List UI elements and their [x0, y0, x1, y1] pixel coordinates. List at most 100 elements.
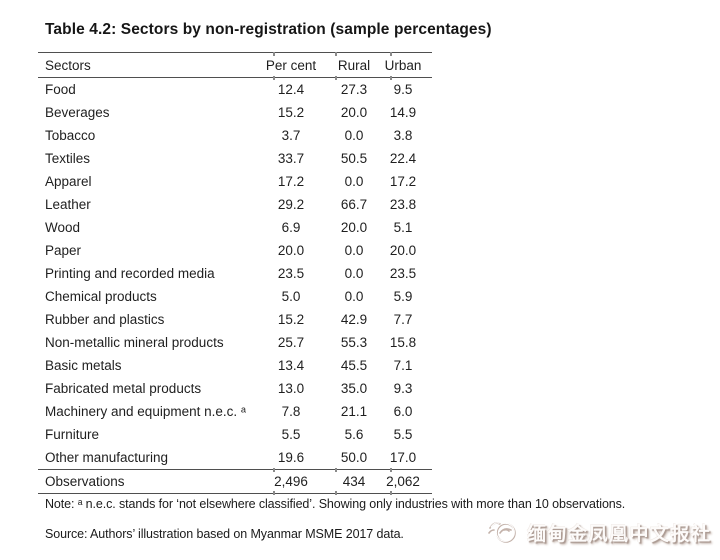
- sector-cell: Textiles: [45, 151, 91, 166]
- column-tick: [335, 490, 337, 495]
- urban-cell: 23.8: [389, 197, 417, 212]
- table-source: Source: Authors’ illustration based on M…: [45, 527, 404, 541]
- col-header-urban: Urban: [384, 57, 422, 73]
- table-note: Note: ᵃ n.e.c. stands for ‘not elsewhere…: [45, 497, 626, 511]
- urban-cell: 15.8: [389, 335, 417, 350]
- table-row: Non-metallic mineral products 25.7 55.3 15.…: [38, 331, 432, 354]
- urban-cell: 23.5: [389, 266, 417, 281]
- table-row: Textiles 33.7 50.5 22.4: [38, 147, 432, 170]
- phoenix-bird-icon: [488, 517, 520, 547]
- rural-cell: 20.0: [340, 105, 368, 120]
- observations-label: Observations: [45, 474, 125, 489]
- column-tick: [390, 490, 392, 495]
- rural-cell: 0.0: [344, 174, 364, 189]
- table-row: Other manufacturing 19.6 50.0 17.0: [38, 446, 432, 469]
- urban-cell: 17.0: [389, 450, 417, 465]
- rural-cell: 21.1: [340, 404, 368, 419]
- urban-cell: 14.9: [389, 105, 417, 120]
- rural-cell: 55.3: [340, 335, 368, 350]
- column-tick: [335, 76, 337, 80]
- table-row: Chemical products 5.0 0.0 5.9: [38, 285, 432, 308]
- table-row: Tobacco 3.7 0.0 3.8: [38, 124, 432, 147]
- urban-cell: 17.2: [389, 174, 417, 189]
- urban-cell: 6.0: [393, 404, 413, 419]
- per-cent-cell: 15.2: [277, 105, 305, 120]
- per-cent-cell: 25.7: [277, 335, 305, 350]
- per-cent-cell: 13.4: [277, 358, 305, 373]
- sector-cell: Beverages: [45, 105, 110, 120]
- rural-cell: 0.0: [344, 289, 364, 304]
- rural-cell: 35.0: [340, 381, 368, 396]
- col-header-rural: Rural: [337, 57, 371, 73]
- column-tick: [273, 490, 275, 495]
- table-body: Food 12.4 27.3 9.5 Beverages 15.2 20.0 14.9 Toba…: [38, 78, 432, 469]
- data-table: Sectors Per cent Rural Urban Food 12.4 27.…: [38, 52, 432, 495]
- table-row: Leather 29.2 66.7 23.8: [38, 193, 432, 216]
- rural-cell: 20.0: [340, 220, 368, 235]
- per-cent-cell: 5.5: [281, 427, 301, 442]
- column-tick: [335, 467, 337, 472]
- table-row: Fabricated metal products 13.0 35.0 9.3: [38, 377, 432, 400]
- per-cent-cell: 33.7: [277, 151, 305, 166]
- per-cent-cell: 17.2: [277, 174, 305, 189]
- rural-cell: 50.0: [340, 450, 368, 465]
- urban-cell: 7.1: [393, 358, 413, 373]
- per-cent-cell: 6.9: [281, 220, 301, 235]
- observations-rural: 434: [342, 474, 366, 489]
- column-tick: [273, 52, 275, 56]
- per-cent-cell: 5.0: [281, 289, 301, 304]
- table-row: Furniture 5.5 5.6 5.5: [38, 423, 432, 446]
- rural-cell: 50.5: [340, 151, 368, 166]
- rural-cell: 5.6: [344, 427, 364, 442]
- observations-urban: 2,062: [386, 474, 420, 489]
- sector-cell: Machinery and equipment n.e.c. ᵃ: [45, 404, 246, 419]
- rural-cell: 42.9: [340, 312, 368, 327]
- sector-cell: Apparel: [45, 174, 92, 189]
- column-tick: [390, 467, 392, 472]
- watermark: 缅甸金凤凰中文报社: [488, 517, 712, 547]
- col-header-per-cent: Per cent: [265, 57, 317, 73]
- sector-cell: Fabricated metal products: [45, 381, 202, 396]
- per-cent-cell: 13.0: [277, 381, 305, 396]
- table-row: Wood 6.9 20.0 5.1: [38, 216, 432, 239]
- sector-cell: Tobacco: [45, 128, 96, 143]
- urban-cell: 22.4: [389, 151, 417, 166]
- table-header-row: Sectors Per cent Rural Urban: [38, 53, 432, 78]
- column-tick: [335, 52, 337, 56]
- urban-cell: 5.9: [393, 289, 413, 304]
- per-cent-cell: 23.5: [277, 266, 305, 281]
- rural-cell: 27.3: [340, 82, 368, 97]
- table-row: Apparel 17.2 0.0 17.2: [38, 170, 432, 193]
- sector-cell: Furniture: [45, 427, 100, 442]
- per-cent-cell: 29.2: [277, 197, 305, 212]
- rural-cell: 0.0: [344, 243, 364, 258]
- per-cent-cell: 15.2: [277, 312, 305, 327]
- column-tick: [273, 467, 275, 472]
- sector-cell: Chemical products: [45, 289, 157, 304]
- observations-row: Observations 2,496 434 2,062: [38, 469, 432, 494]
- rural-cell: 66.7: [340, 197, 368, 212]
- sector-cell: Non-metallic mineral products: [45, 335, 224, 350]
- sector-cell: Food: [45, 82, 76, 97]
- column-tick: [390, 76, 392, 80]
- rural-cell: 45.5: [340, 358, 368, 373]
- table-row: Paper 20.0 0.0 20.0: [38, 239, 432, 262]
- per-cent-cell: 20.0: [277, 243, 305, 258]
- urban-cell: 3.8: [393, 128, 413, 143]
- table-row: Machinery and equipment n.e.c. ᵃ 7.8 21.1 6…: [38, 400, 432, 423]
- urban-cell: 7.7: [393, 312, 413, 327]
- col-header-sectors: Sectors: [45, 57, 91, 73]
- rural-cell: 0.0: [344, 128, 364, 143]
- urban-cell: 5.1: [393, 220, 413, 235]
- per-cent-cell: 19.6: [277, 450, 305, 465]
- sector-cell: Wood: [45, 220, 81, 235]
- per-cent-cell: 3.7: [281, 128, 301, 143]
- observations-per-cent: 2,496: [274, 474, 308, 489]
- sector-cell: Paper: [45, 243, 82, 258]
- sector-cell: Leather: [45, 197, 91, 212]
- column-tick: [390, 52, 392, 56]
- rural-cell: 0.0: [344, 266, 364, 281]
- sector-cell: Printing and recorded media: [45, 266, 215, 281]
- table-row: Beverages 15.2 20.0 14.9: [38, 101, 432, 124]
- urban-cell: 20.0: [389, 243, 417, 258]
